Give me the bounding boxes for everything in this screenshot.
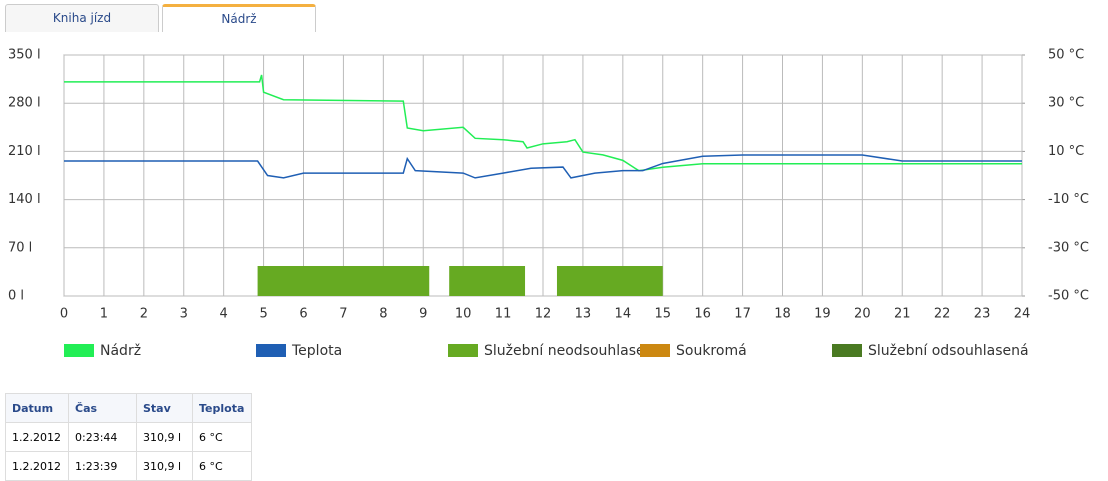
x-tick-label: 17 (734, 307, 751, 322)
table-cell: 1:23:39 (68, 451, 137, 481)
header-cell: Datum (5, 393, 69, 423)
header-cell: Teplota (192, 393, 252, 423)
y-tick-label: 70 l (8, 240, 32, 255)
x-tick-label: 6 (299, 307, 307, 322)
header-row: Datum Čas Stav Teplota (5, 393, 252, 423)
x-tick-label: 1 (100, 307, 108, 322)
x-tick-label: 2 (140, 307, 148, 322)
x-tick-label: 23 (974, 307, 991, 322)
legend-label: Nádrž (100, 343, 141, 359)
trip-bar (449, 266, 526, 296)
x-tick-label: 22 (934, 307, 951, 322)
legend-label: Služební neodsouhlasená (484, 343, 662, 359)
y2-tick-label: -50 °C (1048, 289, 1089, 304)
table-cell: 6 °C (192, 422, 252, 452)
legend-swatch (64, 344, 94, 357)
x-tick-label: 4 (220, 307, 228, 322)
x-tick-label: 24 (1014, 307, 1031, 322)
legend-label: Teplota (291, 343, 342, 359)
x-tick-label: 21 (894, 307, 911, 322)
y-tick-label: 350 l (8, 48, 41, 63)
tab[interactable]: Kniha jízd (5, 4, 159, 32)
y2-tick-label: -30 °C (1048, 240, 1089, 255)
y-tick-label: 0 l (8, 289, 24, 304)
x-tick-label: 5 (259, 307, 267, 322)
header-cell: Čas (68, 393, 137, 423)
table-cell: 1.2.2012 (5, 422, 69, 452)
x-tick-label: 9 (419, 307, 427, 322)
legend-label: Soukromá (676, 343, 747, 359)
trip-bar (556, 266, 663, 296)
table-cell: 310,9 l (136, 422, 193, 452)
legend-swatch (832, 344, 862, 357)
line-series (64, 154, 1022, 179)
x-tick-label: 8 (379, 307, 387, 322)
y-tick-label: 280 l (8, 96, 41, 111)
table-cell: 1.2.2012 (5, 451, 69, 481)
line-series (64, 74, 1022, 172)
tab-active[interactable]: Nádrž (162, 4, 316, 32)
y2-tick-label: -10 °C (1048, 192, 1089, 207)
header-cell: Stav (136, 393, 193, 423)
y2-tick-label: 30 °C (1048, 96, 1084, 111)
x-tick-label: 15 (654, 307, 671, 322)
y-tick-label: 210 l (8, 144, 41, 159)
x-tick-label: 11 (495, 307, 512, 322)
y2-tick-label: 50 °C (1048, 48, 1084, 63)
y2-tick-label: 10 °C (1048, 144, 1084, 159)
trip-bar (257, 266, 430, 296)
table-cell: 310,9 l (136, 451, 193, 481)
legend-swatch (448, 344, 478, 357)
x-tick-label: 3 (180, 307, 188, 322)
legend-label: Služební odsouhlasená (868, 343, 1029, 359)
table-cell: 6 °C (192, 451, 252, 481)
data-table: Datum Čas Stav Teplota 1.2.2012 0:23:44 31… (5, 393, 252, 481)
x-tick-label: 10 (455, 307, 472, 322)
x-tick-label: 12 (535, 307, 552, 322)
x-tick-label: 20 (854, 307, 871, 322)
chart: 0 l 70 l 140 l 210 l 280 l 350 l -50 °C -30 °C -… (8, 48, 1089, 360)
x-tick-label: 14 (615, 307, 632, 322)
legend-swatch (256, 344, 286, 357)
x-tick-label: 18 (774, 307, 791, 322)
x-tick-label: 7 (339, 307, 347, 322)
y-tick-label: 140 l (8, 192, 41, 207)
x-tick-label: 0 (60, 307, 68, 322)
x-tick-label: 16 (694, 307, 711, 322)
table-cell: 0:23:44 (68, 422, 137, 452)
legend-swatch (640, 344, 670, 357)
x-tick-label: 13 (575, 307, 592, 322)
x-tick-label: 19 (814, 307, 831, 322)
